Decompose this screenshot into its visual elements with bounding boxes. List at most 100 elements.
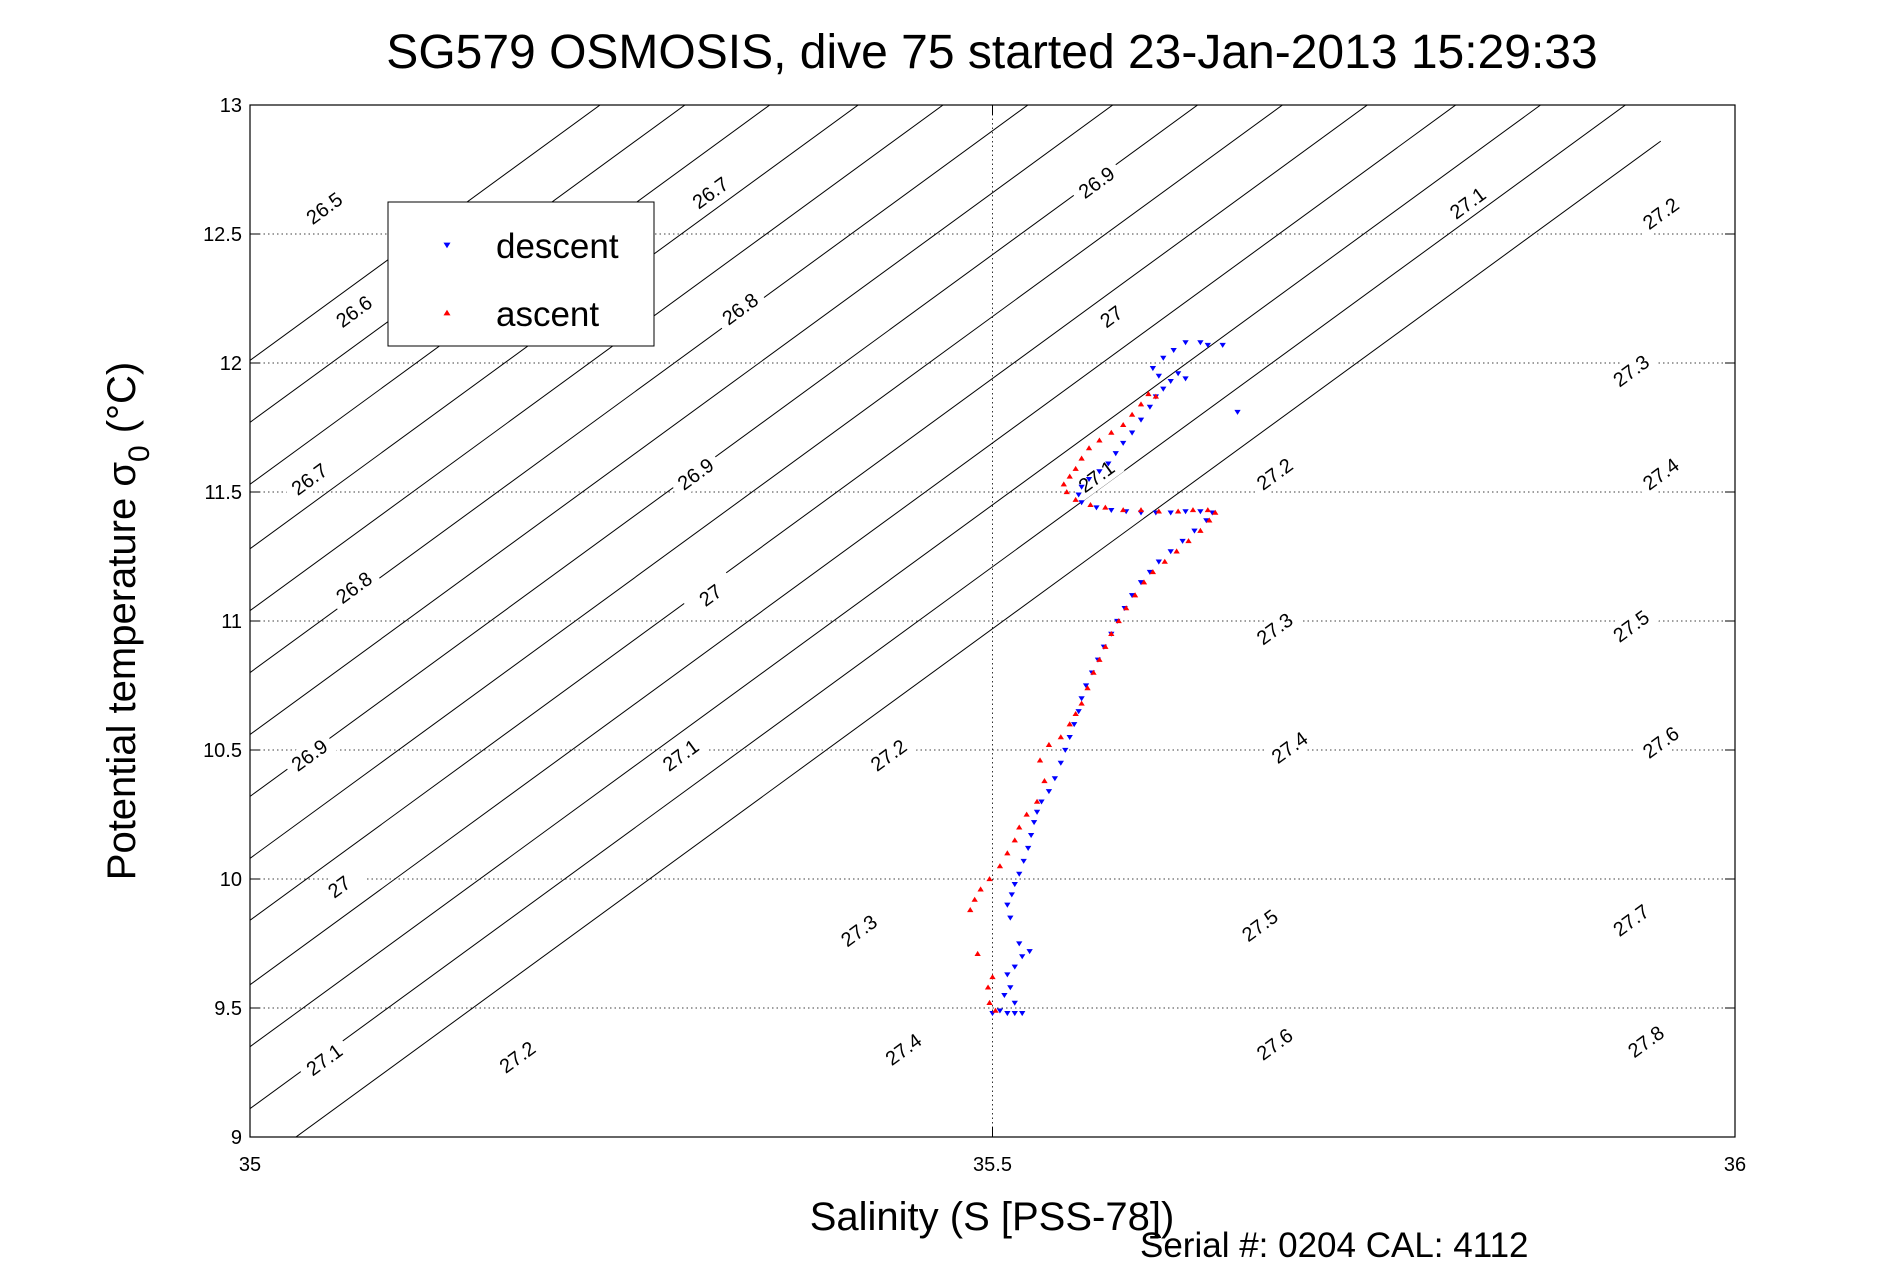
- serial-cal-footer: Serial #: 0204 CAL: 4112: [1140, 1226, 1529, 1262]
- descent-point: [1197, 340, 1204, 346]
- ascent-point: [971, 896, 978, 902]
- descent-point: [1174, 371, 1182, 377]
- ascent-point: [1023, 811, 1030, 817]
- descent-point: [1112, 451, 1119, 457]
- y-tick-label: 9.5: [214, 998, 242, 1020]
- ascent-point: [1174, 508, 1182, 514]
- descent-point: [1120, 440, 1127, 446]
- ascent-point: [1096, 656, 1103, 662]
- descent-point: [1096, 469, 1103, 475]
- descent-point: [1004, 902, 1011, 908]
- ascent-point: [1078, 455, 1085, 461]
- y-tick-label: 10.5: [203, 740, 242, 762]
- descent-point: [1204, 342, 1211, 348]
- legend: descent ascent: [387, 201, 655, 347]
- descent-point: [1004, 972, 1011, 978]
- x-tick-label: 36: [1724, 1154, 1746, 1176]
- chart-title: SG579 OSMOSIS, dive 75 started 23-Jan-20…: [386, 26, 1597, 79]
- contour-label-bg: [311, 861, 368, 912]
- ascent-point: [986, 876, 993, 882]
- descent-point: [1149, 366, 1157, 372]
- descent-point: [1078, 500, 1085, 506]
- descent-point: [1019, 1011, 1026, 1017]
- descent-point: [1062, 747, 1069, 753]
- descent-point: [1167, 378, 1174, 384]
- contour-label-bg: [1068, 451, 1125, 502]
- ascent-point: [984, 984, 992, 990]
- contour-label-bg: [325, 286, 383, 337]
- descent-point: [1182, 376, 1189, 382]
- descent-point: [1011, 882, 1018, 888]
- contour-label-bg: [1632, 717, 1689, 768]
- ascent-point: [1102, 504, 1109, 510]
- contour-label-bg: [1602, 601, 1660, 652]
- ascent-point: [1155, 508, 1162, 514]
- ascent-point: [1206, 517, 1213, 523]
- legend-box: [387, 201, 655, 347]
- contour-label-bg: [1617, 1016, 1674, 1067]
- descent-point: [1108, 507, 1115, 513]
- contour-label-bg: [281, 454, 338, 505]
- ascent-point: [1173, 548, 1180, 554]
- contour-label-bg: [1246, 1019, 1303, 1070]
- descent-point: [1051, 776, 1059, 782]
- legend-descent-marker: [443, 242, 451, 249]
- ascent-point: [1011, 837, 1018, 843]
- ascent-point: [974, 950, 981, 956]
- x-ticks: 35 35.5 36: [239, 105, 1746, 1176]
- ascent-point: [1137, 507, 1145, 513]
- descent-point: [1030, 820, 1038, 826]
- y-tick-label: 11: [221, 611, 242, 633]
- descent-point: [1007, 915, 1014, 921]
- descent-point: [1093, 505, 1100, 511]
- descent-point: [1137, 417, 1145, 423]
- ascent-point: [1137, 401, 1145, 407]
- contour-line: [250, 105, 1369, 921]
- ascent-point: [1087, 501, 1094, 508]
- ascent-point: [1128, 411, 1136, 417]
- y-tick-label: 11.5: [205, 482, 242, 504]
- ascent-point: [1140, 579, 1148, 585]
- contour-line: [250, 105, 859, 550]
- contour-label-bg: [281, 730, 338, 781]
- ascent-point: [1161, 558, 1168, 564]
- y-tick-label: 13: [220, 95, 242, 117]
- legend-descent-label: descent: [496, 227, 619, 266]
- contour-label-bg: [860, 730, 917, 781]
- contour-label-bg: [1083, 291, 1140, 342]
- contour-label-bg: [682, 167, 739, 218]
- contour-label-bg: [652, 730, 709, 781]
- descent-point: [1155, 373, 1162, 379]
- ascent-point: [977, 886, 984, 892]
- descent-point: [1160, 386, 1167, 392]
- legend-ascent-label: ascent: [496, 295, 599, 334]
- ascent-point: [1212, 509, 1219, 515]
- contour-label-bg: [1602, 345, 1660, 396]
- descent-point: [996, 1008, 1004, 1014]
- ascent-point: [1066, 473, 1073, 479]
- ascent-point: [1145, 391, 1152, 397]
- descent-point: [1128, 430, 1136, 436]
- x-axis-label: Salinity (S [PSS-78]): [810, 1195, 1175, 1239]
- contour-label-bg: [296, 183, 353, 234]
- ascent-point: [1090, 669, 1097, 675]
- descent-point: [1219, 342, 1226, 348]
- contour-label-bg: [1261, 722, 1318, 773]
- y-ticks: 9 9.5 10 10.5 11 11.5 12 12.5 13: [203, 95, 1735, 1149]
- descent-point: [1057, 760, 1064, 766]
- y-axis-label: Potential temperature σ0 (°C): [100, 362, 156, 880]
- descent-point: [1234, 409, 1241, 415]
- contour-label-bg: [682, 570, 739, 621]
- descent-point: [1038, 799, 1045, 805]
- ascent-point: [1149, 569, 1157, 575]
- descent-point: [1078, 696, 1085, 702]
- descent-point: [1167, 549, 1174, 555]
- descent-point: [1011, 964, 1018, 970]
- descent-point: [1182, 340, 1189, 346]
- contour-label-bg: [875, 1024, 932, 1075]
- ascent-point: [1084, 685, 1091, 691]
- ascent-point: [1085, 445, 1093, 451]
- descent-point: [1001, 992, 1008, 999]
- ascent-point: [1060, 481, 1067, 487]
